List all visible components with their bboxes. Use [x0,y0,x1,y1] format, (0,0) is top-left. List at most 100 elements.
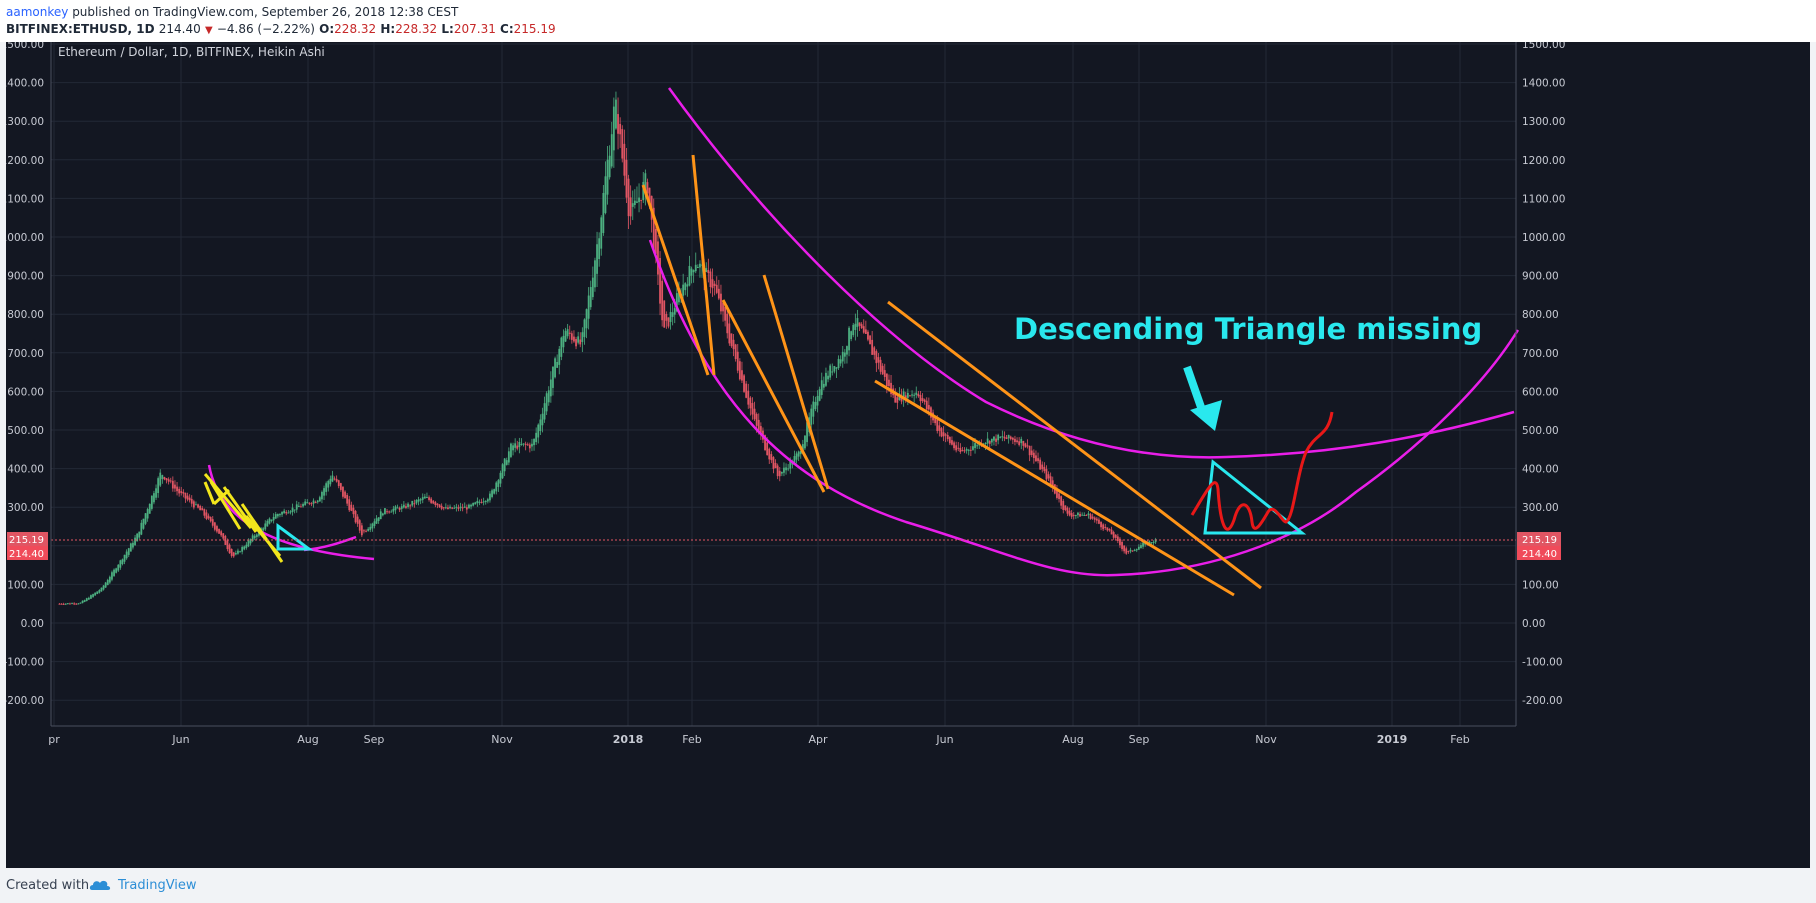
candle-body [339,483,342,490]
orange-line [874,379,1235,597]
candle-body [938,425,941,431]
x-tick-label: 2018 [613,733,644,746]
candle-body [623,143,626,176]
y-tick-label-left: 500.00 [7,425,44,437]
candle-body [963,450,966,452]
candle-body [1110,529,1113,535]
candle-body [696,266,699,268]
candle-body [480,501,483,503]
yellow-line [222,486,258,533]
candle-body [1007,434,1010,439]
candle-body [669,311,672,322]
x-tick-label: Feb [682,733,701,746]
candle-body [967,449,970,451]
candle-body [323,488,325,496]
candle-body [537,424,540,438]
candle-body [919,395,922,402]
candle-body [783,467,785,473]
candle-body [1108,528,1111,531]
candle-body [717,288,720,299]
candle-body [1098,519,1100,524]
candle-body [71,603,73,605]
candle-body [237,550,239,554]
candle-body [1121,541,1123,550]
candle-body [741,370,743,381]
candle-body [736,351,739,371]
candle-body [535,432,538,443]
y-tick-label-right: 1300.00 [1522,116,1565,128]
candle-body [134,537,136,546]
candle-body [902,391,905,400]
candle-body [738,361,741,380]
candle-body [79,602,82,604]
candle-body [444,507,447,509]
y-tick-label-right: 1200.00 [1522,155,1565,167]
candle-body [617,114,619,134]
candle-body [940,428,943,437]
candle-body [993,436,995,441]
price-label-bg-right [1517,546,1561,560]
candle-body [850,331,853,340]
y-tick-label-left: 0.00 [21,618,44,630]
price-label-right: 215.19 [1522,535,1557,546]
candle-body [663,300,666,328]
candle-body [770,454,773,461]
candle-body [463,506,466,508]
candle-body [871,339,874,355]
candle-body [226,540,229,550]
candle-body [705,268,708,272]
orange-line [721,299,826,493]
candle-body [369,526,372,530]
candle-body [398,507,401,510]
y-tick-label-right: 1400.00 [1522,78,1565,90]
chart-area[interactable]: 1500.00 1500.00 1400.00 1400.00 1300.00 1300.… [1,39,1810,868]
candle-body [858,322,861,326]
down-triangle-icon: ▼ [204,25,213,36]
candle-body [186,495,189,500]
candle-body [822,383,825,388]
candle-body [90,595,92,599]
candle-body [543,403,546,420]
candle-body [245,544,248,548]
candle-body [846,346,848,355]
candle-body [1081,514,1084,516]
candle-body [913,394,916,396]
tradingview-link[interactable]: TradingView [118,878,197,893]
candle-body [1035,455,1037,462]
candle-body [759,426,762,436]
candle-body [810,408,813,425]
candle-body [400,506,403,509]
candle-body [1041,464,1044,470]
price-label-bg-left [7,546,48,560]
candle-body [87,597,90,600]
candle-body [222,533,225,539]
candle-body [413,503,416,505]
candle-body [449,506,451,509]
candle-body [709,271,712,288]
y-tick-label-left: 1000.00 [6,232,44,244]
candle-body [659,258,661,304]
candle-body [720,293,722,312]
author-link[interactable]: aamonkey [6,5,69,19]
candle-body [123,554,126,562]
candle-body [1079,513,1081,517]
candle-body [1014,438,1016,442]
candle-body [232,552,235,557]
candle-body [1083,514,1086,516]
candle-body [728,323,731,344]
y-tick-label-left: 800.00 [7,309,44,321]
magenta-top-arc [667,87,1515,459]
chart-title: Ethereum / Dollar, 1D, BITFINEX, Heikin … [58,45,325,59]
candle-body [602,192,605,234]
candle-body [633,200,636,206]
candle-body [774,462,777,469]
candle-body [83,600,86,602]
cyan-triangle-large [1203,459,1307,535]
candle-body [636,201,638,203]
price-chart[interactable]: 1500.00 1500.00 1400.00 1400.00 1300.00 1300.… [1,39,1810,868]
candle-body [990,438,993,443]
candle-body [778,470,781,477]
candle-body [545,393,548,412]
candle-body [108,576,111,583]
candle-body [1045,469,1048,480]
